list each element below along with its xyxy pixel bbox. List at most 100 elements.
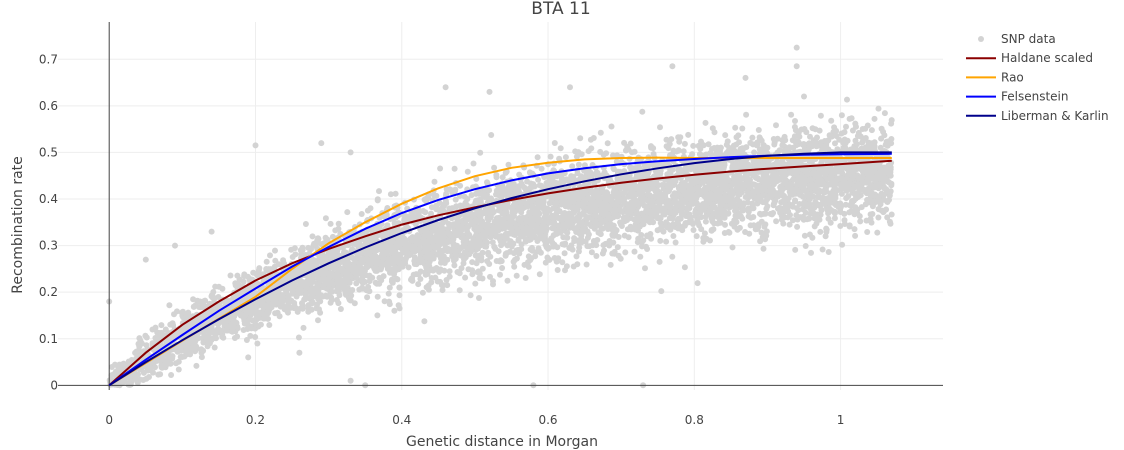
snp-point [593,253,600,259]
snp-point [698,138,704,145]
snp-point [844,96,850,103]
snp-point [538,165,545,172]
snp-point [686,205,693,212]
snp-point [852,232,859,239]
snp-point [831,215,838,222]
snp-point [701,230,708,237]
snp-point [479,265,486,272]
snp-point [843,195,850,202]
snp-point [749,134,756,141]
snp-point [316,306,322,313]
snp-point [452,196,459,203]
snp-point [611,166,617,173]
snp-point [620,214,627,221]
snp-point [561,250,568,257]
snp-point [207,326,214,333]
snp-point [569,246,576,253]
snp-point [531,210,538,217]
snp-point [395,302,402,309]
snp-point [762,221,769,228]
snp-point [536,211,543,218]
snp-point [562,267,568,274]
snp-point [252,334,259,340]
snp-point [848,186,855,193]
snp-point [858,204,865,211]
snp-point [693,233,700,240]
snp-point [364,294,371,301]
snp-point [856,213,863,220]
snp-point [276,313,283,320]
snp-point [240,278,247,285]
snp-point [668,136,675,143]
snp-point [451,257,457,264]
snp-point [698,206,705,213]
snp-point [747,222,754,229]
snp-point [289,254,296,260]
snp-point [386,301,393,308]
snp-point [764,196,771,203]
snp-point [374,312,381,319]
snp-point [875,214,882,221]
snp-point [187,339,194,346]
snp-point [294,308,301,315]
snp-point [255,267,262,274]
snp-point [524,178,531,185]
snp-point [837,223,844,229]
snp-point [143,334,150,341]
snp-point [385,290,392,297]
snp-point [694,168,701,175]
snp-point [771,141,778,148]
snp-point [800,141,807,147]
snp-point [458,265,465,272]
snp-point [344,209,351,216]
snp-point [622,249,629,256]
snp-point [614,244,621,251]
snp-point [739,125,746,132]
snp-point [200,298,207,305]
snp-point [469,267,476,274]
snp-point [315,235,321,242]
snp-point [736,139,742,146]
snp-point [610,152,616,159]
snp-point [601,169,608,176]
snp-point [886,190,893,197]
snp-point [540,194,547,201]
snp-point [505,184,512,190]
snp-point [464,196,471,202]
snp-point [880,192,887,199]
snp-point [869,211,876,217]
snp-point [649,197,656,204]
snp-point [265,315,271,322]
snp-point [555,222,562,229]
snp-point [621,189,628,196]
snp-point [440,229,447,236]
snp-point [587,136,594,143]
snp-point [488,132,495,138]
snp-point [573,153,580,160]
snp-point [633,209,640,216]
snp-point [604,140,611,147]
snp-point [586,243,593,250]
snp-point [838,203,844,210]
snp-point [443,190,450,197]
snp-point [546,219,553,226]
snp-point [825,249,832,255]
snp-point [735,132,742,139]
snp-point [721,214,728,221]
snp-point [374,293,381,300]
snp-point [376,188,382,195]
snp-point [774,149,781,156]
snp-point [881,207,888,214]
snp-point [487,234,494,241]
snp-point [788,111,795,118]
snp-point [742,194,749,200]
snp-point [613,207,620,214]
snp-point [693,199,700,206]
snp-point [443,186,450,193]
snp-point [758,211,764,218]
snp-point [583,220,590,227]
snp-point [608,123,615,130]
snp-point [451,262,458,269]
snp-point [672,205,679,212]
